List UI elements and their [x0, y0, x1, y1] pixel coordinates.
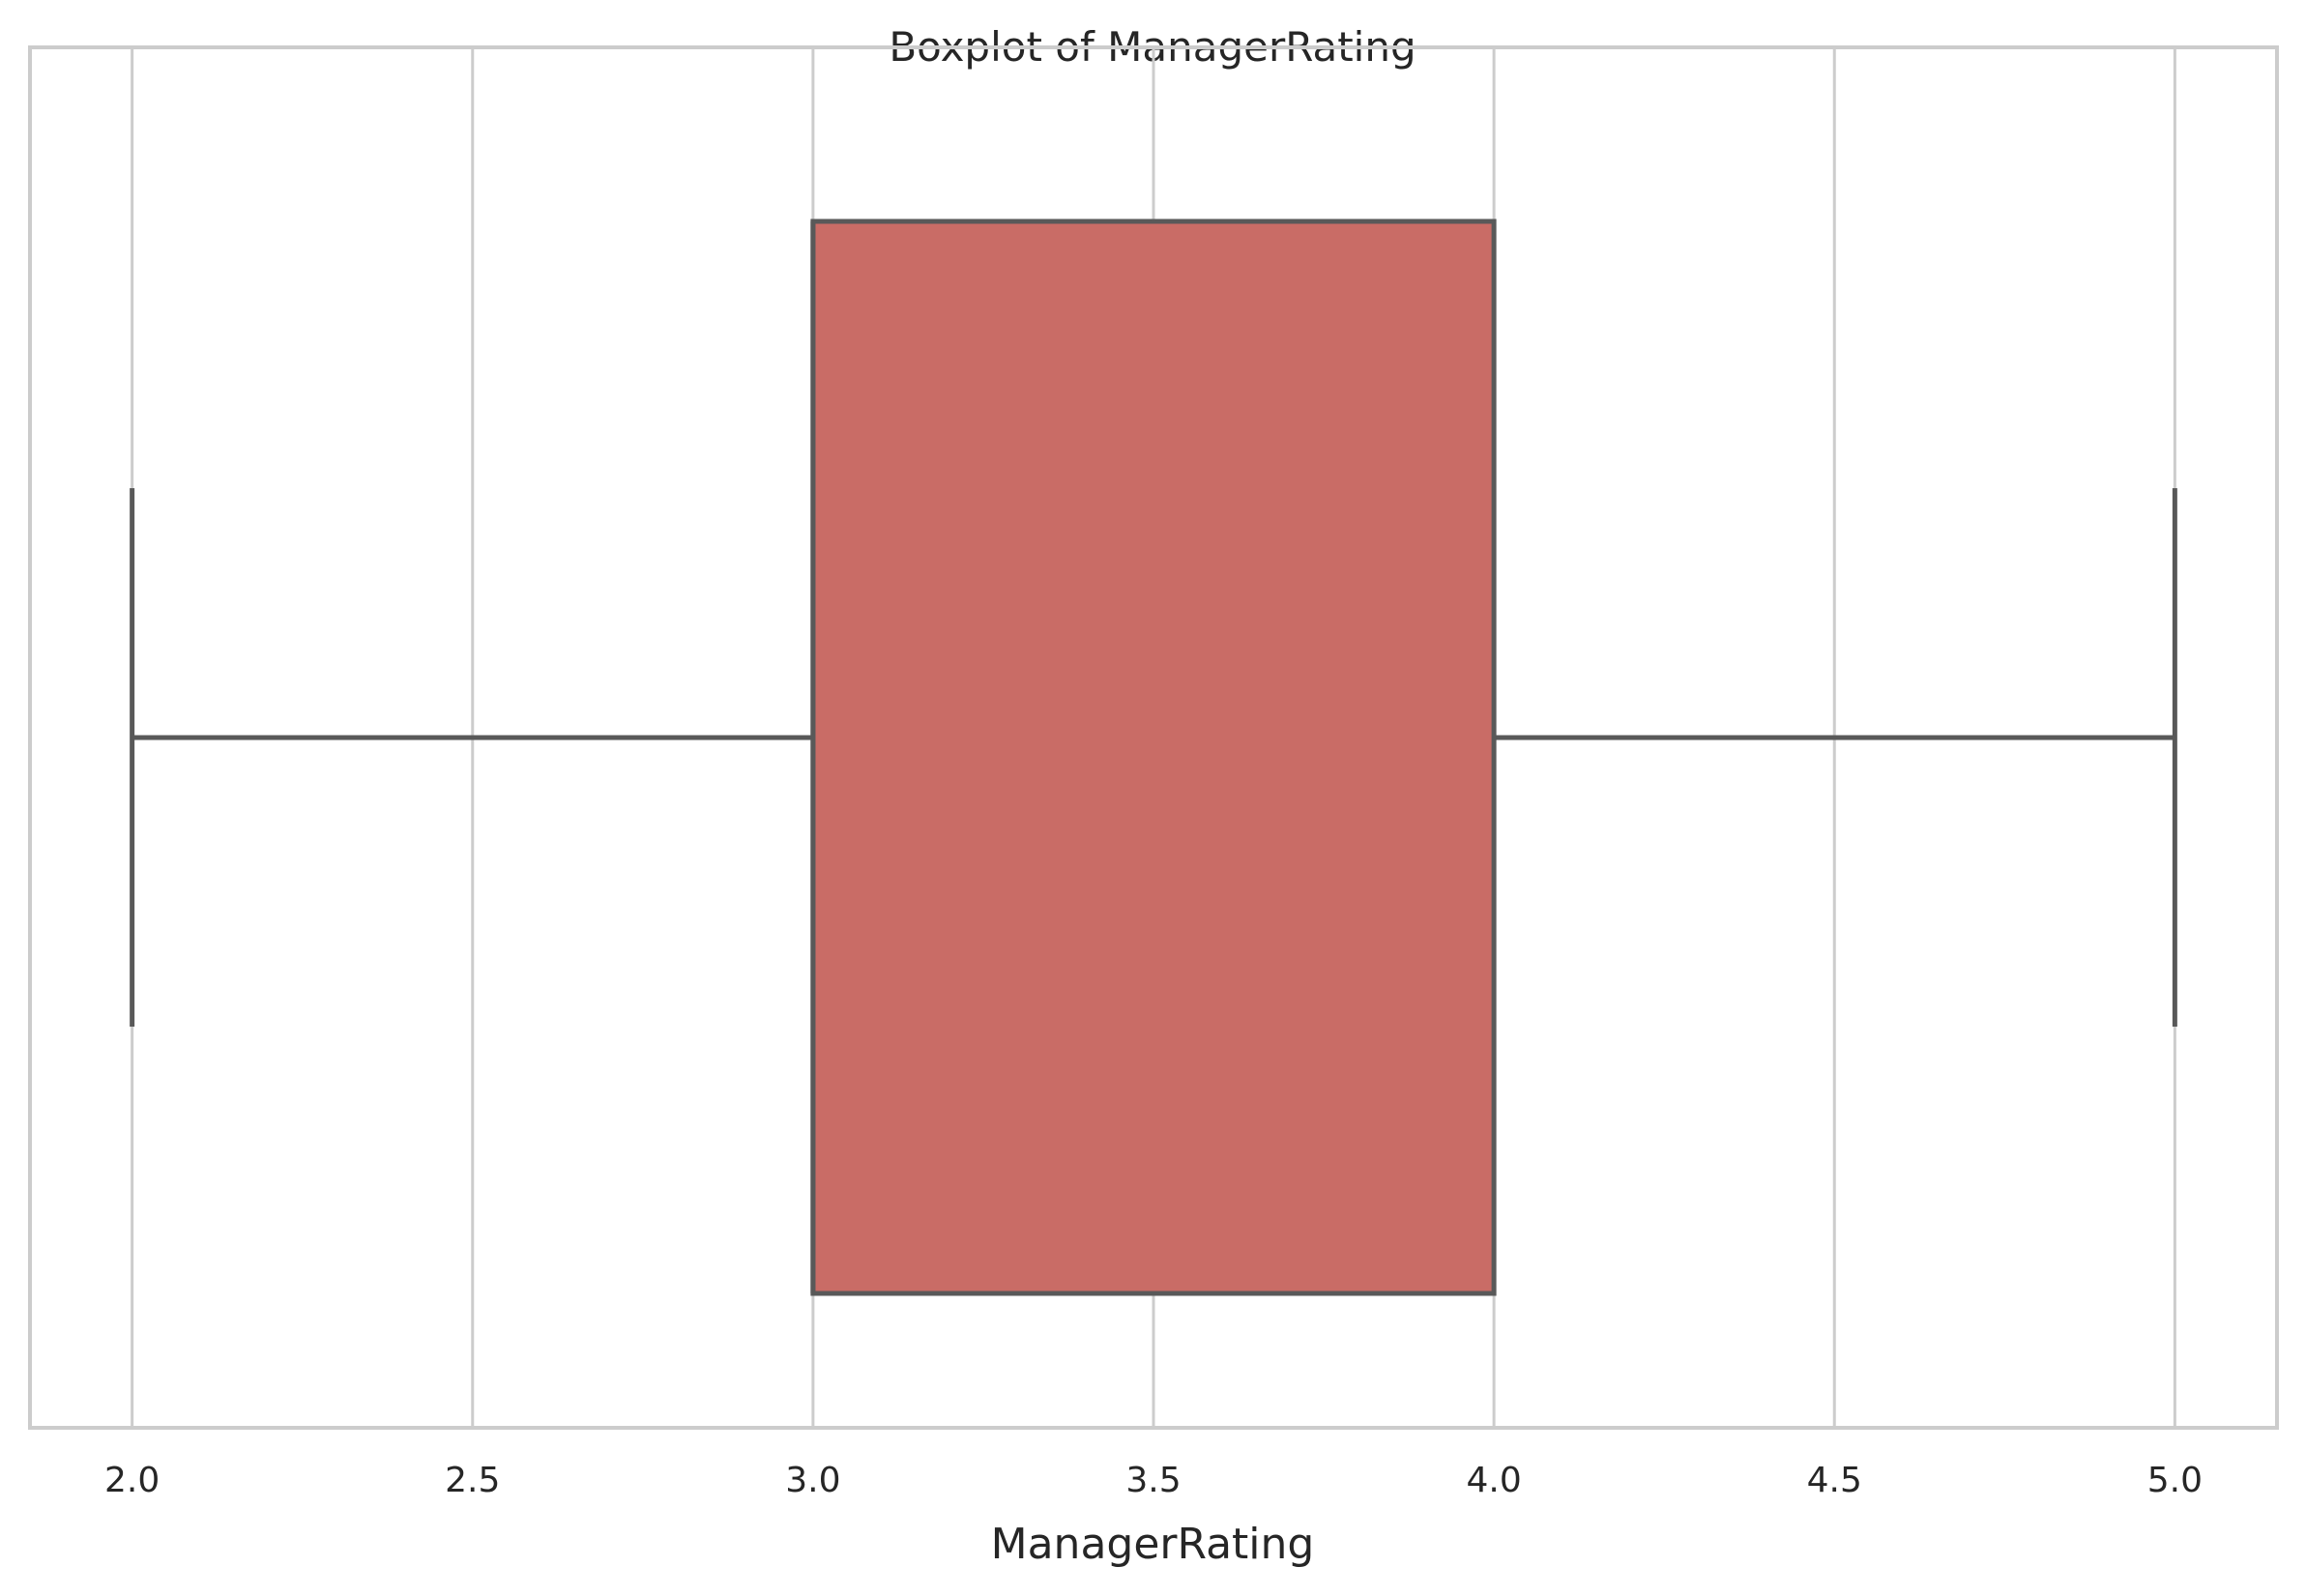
iqr-box: [810, 218, 1497, 1296]
x-tick-label: 3.0: [785, 1461, 840, 1500]
x-tick-label: 2.0: [104, 1461, 160, 1500]
x-tick-label: 2.5: [445, 1461, 500, 1500]
plot-frame: [28, 45, 2279, 1430]
box-plot: [130, 218, 2177, 1296]
x-tick-label: 4.5: [1807, 1461, 1862, 1500]
x-tick-label: 5.0: [2147, 1461, 2203, 1500]
x-tick-label: 4.0: [1466, 1461, 1521, 1500]
x-tick-label: 3.5: [1125, 1461, 1181, 1500]
x-axis-label: ManagerRating: [991, 1520, 1315, 1569]
x-axis-ticks: 2.0 2.5 3.0 3.5 4.0 4.5 5.0: [104, 1461, 2203, 1500]
